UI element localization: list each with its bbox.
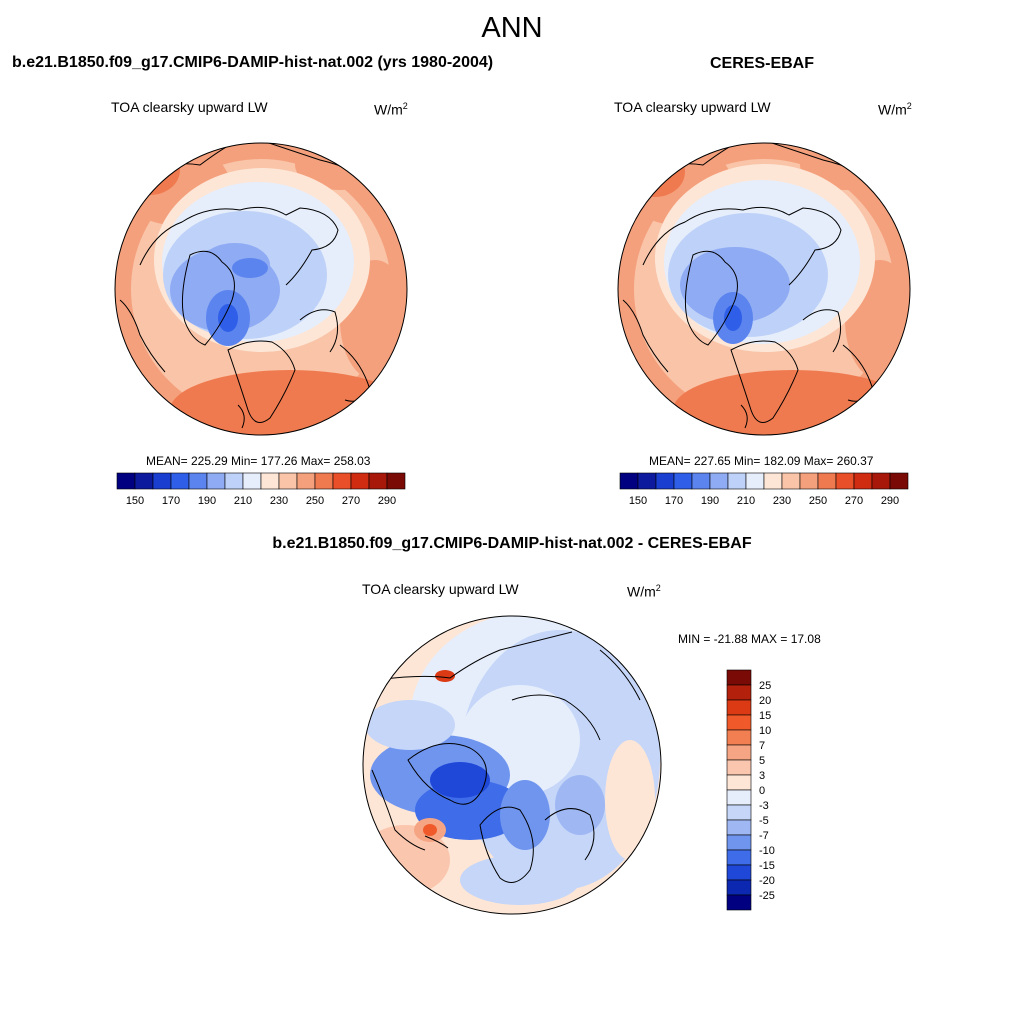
- colorbar-difference-tick-label: 20: [759, 695, 771, 707]
- panel-1-stats: MEAN= 225.29 Min= 177.26 Max= 258.03: [146, 454, 371, 468]
- colorbar-model-tick-label: 190: [198, 495, 216, 507]
- colorbar-model-swatch: [152, 472, 172, 490]
- colorbar-model-tick-label: 170: [162, 495, 180, 507]
- colorbar-model-swatch: [134, 472, 154, 490]
- colorbar-difference-tick-label: -5: [759, 815, 769, 827]
- colorbar-model-tick-label: 210: [234, 495, 252, 507]
- panel-1-variable: TOA clearsky upward LW: [111, 99, 268, 115]
- panel-2-units: W/m2: [878, 101, 912, 118]
- colorbar-observations-swatch: [655, 472, 675, 490]
- colorbar-observations-tick-label: 230: [773, 495, 791, 507]
- colorbar-observations-swatch: [619, 472, 639, 490]
- colorbar-observations-swatch: [637, 472, 657, 490]
- polar-map-difference: [362, 615, 662, 915]
- colorbar-model-swatch: [116, 472, 136, 490]
- colorbar-difference-tick-label: 25: [759, 680, 771, 692]
- colorbar-model-swatch: [332, 472, 352, 490]
- colorbar-model-swatch: [386, 472, 406, 490]
- colorbar-difference-swatch: [726, 834, 752, 851]
- colorbar-difference-swatch: [726, 759, 752, 776]
- polar-map-model: [114, 142, 408, 436]
- colorbar-observations-swatch: [871, 472, 891, 490]
- colorbar-difference-swatch: [726, 864, 752, 881]
- colorbar-observations-tick-label: 290: [881, 495, 899, 507]
- colorbar-model-swatch: [314, 472, 334, 490]
- figure-title: ANN: [481, 12, 543, 44]
- colorbar-observations-tick-label: 270: [845, 495, 863, 507]
- colorbar-difference-tick-label: -20: [759, 875, 775, 887]
- colorbar-model-swatch: [278, 472, 298, 490]
- colorbar-difference-swatch: [726, 849, 752, 866]
- colorbar-difference-tick-label: -3: [759, 800, 769, 812]
- colorbar-difference-swatch: [726, 879, 752, 896]
- colorbar-model-tick-label: 290: [378, 495, 396, 507]
- colorbar-difference-swatch: [726, 789, 752, 806]
- colorbar-model-swatch: [188, 472, 208, 490]
- colorbar-difference-tick-label: 15: [759, 710, 771, 722]
- colorbar-model-tick-label: 230: [270, 495, 288, 507]
- colorbar-difference-swatch: [726, 669, 752, 686]
- colorbar-observations-swatch: [853, 472, 873, 490]
- colorbar-model-swatch: [224, 472, 244, 490]
- colorbar-model-tick-label: 250: [306, 495, 324, 507]
- colorbar-model-tick-label: 270: [342, 495, 360, 507]
- panel-2-stats: MEAN= 227.65 Min= 182.09 Max= 260.37: [649, 454, 874, 468]
- colorbar-observations-swatch: [835, 472, 855, 490]
- panel-1-units: W/m2: [374, 101, 408, 118]
- colorbar-observations-tick-label: 210: [737, 495, 755, 507]
- colorbar-model-swatch: [368, 472, 388, 490]
- colorbar-model-swatch: [242, 472, 262, 490]
- colorbar-difference-tick-label: -25: [759, 890, 775, 902]
- colorbar-difference-swatch: [726, 699, 752, 716]
- colorbar-difference-swatch: [726, 804, 752, 821]
- colorbar-difference-tick-label: 7: [759, 740, 765, 752]
- colorbar-difference: 25 20 15 10 7 5 3 0 -3 -5 -7 -10 -15 -20 -25: [726, 669, 775, 911]
- colorbar-difference-swatch: [726, 729, 752, 746]
- colorbar-difference-tick-label: 0: [759, 785, 765, 797]
- panel-3-stats: MIN = -21.88 MAX = 17.08: [678, 632, 821, 646]
- colorbar-model-swatch: [206, 472, 226, 490]
- colorbar-observations-swatch: [781, 472, 801, 490]
- colorbar-model-swatch: [170, 472, 190, 490]
- colorbar-difference-tick-label: 10: [759, 725, 771, 737]
- colorbar-difference-tick-label: 5: [759, 755, 765, 767]
- colorbar-difference-swatch: [726, 714, 752, 731]
- panel-3-units: W/m2: [627, 583, 661, 600]
- colorbar-observations-tick-label: 250: [809, 495, 827, 507]
- colorbar-difference-tick-label: -10: [759, 845, 775, 857]
- colorbar-model-swatch: [260, 472, 280, 490]
- colorbar-observations-swatch: [889, 472, 909, 490]
- colorbar-observations-swatch: [709, 472, 729, 490]
- colorbar-model-swatch: [350, 472, 370, 490]
- colorbar-model-tick-label: 150: [126, 495, 144, 507]
- panel-1-title: b.e21.B1850.f09_g17.CMIP6-DAMIP-hist-nat…: [12, 54, 494, 71]
- colorbar-observations-tick-label: 150: [629, 495, 647, 507]
- colorbar-observations-swatch: [691, 472, 711, 490]
- colorbar-difference-swatch: [726, 774, 752, 791]
- colorbar-observations-swatch: [763, 472, 783, 490]
- panel-2-variable: TOA clearsky upward LW: [614, 99, 771, 115]
- colorbar-observations-swatch: [727, 472, 747, 490]
- colorbar-difference-tick-label: -15: [759, 860, 775, 872]
- panel-3-variable: TOA clearsky upward LW: [362, 581, 519, 597]
- colorbar-model: 150 170 190 210 230 250 270 290: [116, 472, 406, 507]
- colorbar-observations: 150 170 190 210 230 250 270 290: [619, 472, 909, 507]
- colorbar-observations-swatch: [799, 472, 819, 490]
- colorbar-difference-swatch: [726, 684, 752, 701]
- colorbar-observations-tick-label: 170: [665, 495, 683, 507]
- panel-2-title: CERES-EBAF: [710, 55, 815, 72]
- colorbar-observations-swatch: [817, 472, 837, 490]
- colorbar-difference-tick-label: -7: [759, 830, 769, 842]
- colorbar-observations-swatch: [745, 472, 765, 490]
- colorbar-difference-swatch: [726, 894, 752, 911]
- colorbar-difference-swatch: [726, 819, 752, 836]
- polar-map-observations: [617, 142, 911, 436]
- colorbar-observations-swatch: [673, 472, 693, 490]
- colorbar-difference-swatch: [726, 744, 752, 761]
- colorbar-model-swatch: [296, 472, 316, 490]
- panel-3-title: b.e21.B1850.f09_g17.CMIP6-DAMIP-hist-nat…: [272, 535, 752, 552]
- colorbar-difference-tick-label: 3: [759, 770, 765, 782]
- colorbar-observations-tick-label: 190: [701, 495, 719, 507]
